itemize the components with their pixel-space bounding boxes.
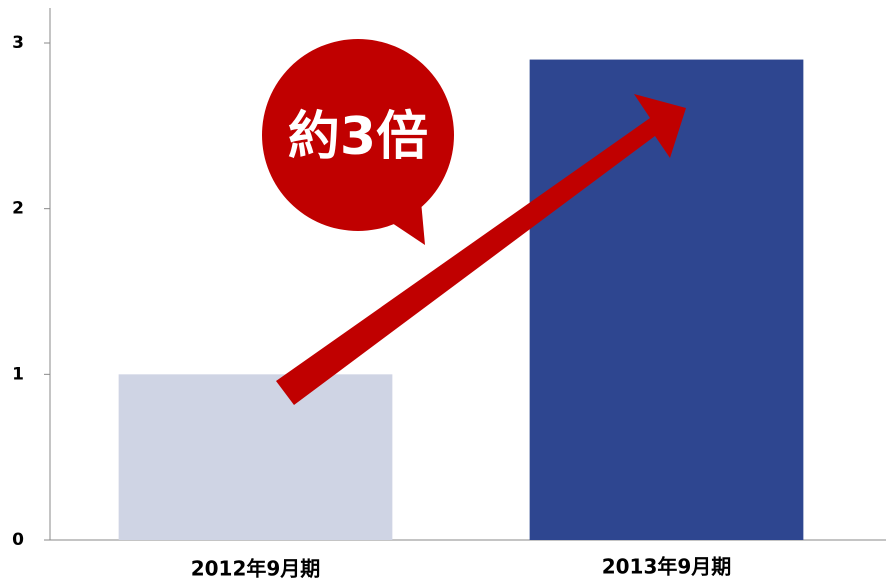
y-tick-label: 1 — [12, 364, 24, 384]
annotation: 約3倍 — [288, 107, 428, 167]
bar — [118, 374, 393, 540]
y-tick-label: 3 — [12, 33, 24, 53]
x-tick-label: 2013年9月期 — [602, 555, 732, 579]
y-tick-label: 2 — [12, 199, 24, 219]
bubble — [262, 39, 454, 231]
x-tick-label: 2012年9月期 — [191, 557, 321, 581]
y-tick-label: 0 — [12, 530, 24, 550]
arrow — [276, 94, 686, 405]
